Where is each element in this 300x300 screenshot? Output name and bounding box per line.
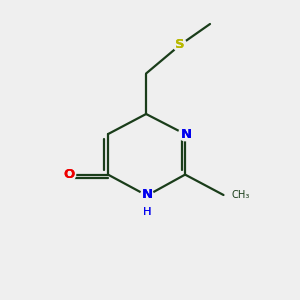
Circle shape <box>173 38 187 52</box>
Circle shape <box>140 189 154 202</box>
Text: H: H <box>143 207 151 217</box>
Text: N: N <box>181 128 192 141</box>
Text: N: N <box>141 188 153 201</box>
Text: S: S <box>175 38 185 52</box>
Text: H: H <box>143 207 151 217</box>
Text: N: N <box>141 188 153 201</box>
Text: CH₃: CH₃ <box>231 190 249 200</box>
Circle shape <box>62 168 76 181</box>
Text: N: N <box>181 128 192 141</box>
Circle shape <box>178 128 192 141</box>
Text: S: S <box>175 38 185 52</box>
Text: O: O <box>63 168 75 181</box>
Text: O: O <box>63 168 75 181</box>
